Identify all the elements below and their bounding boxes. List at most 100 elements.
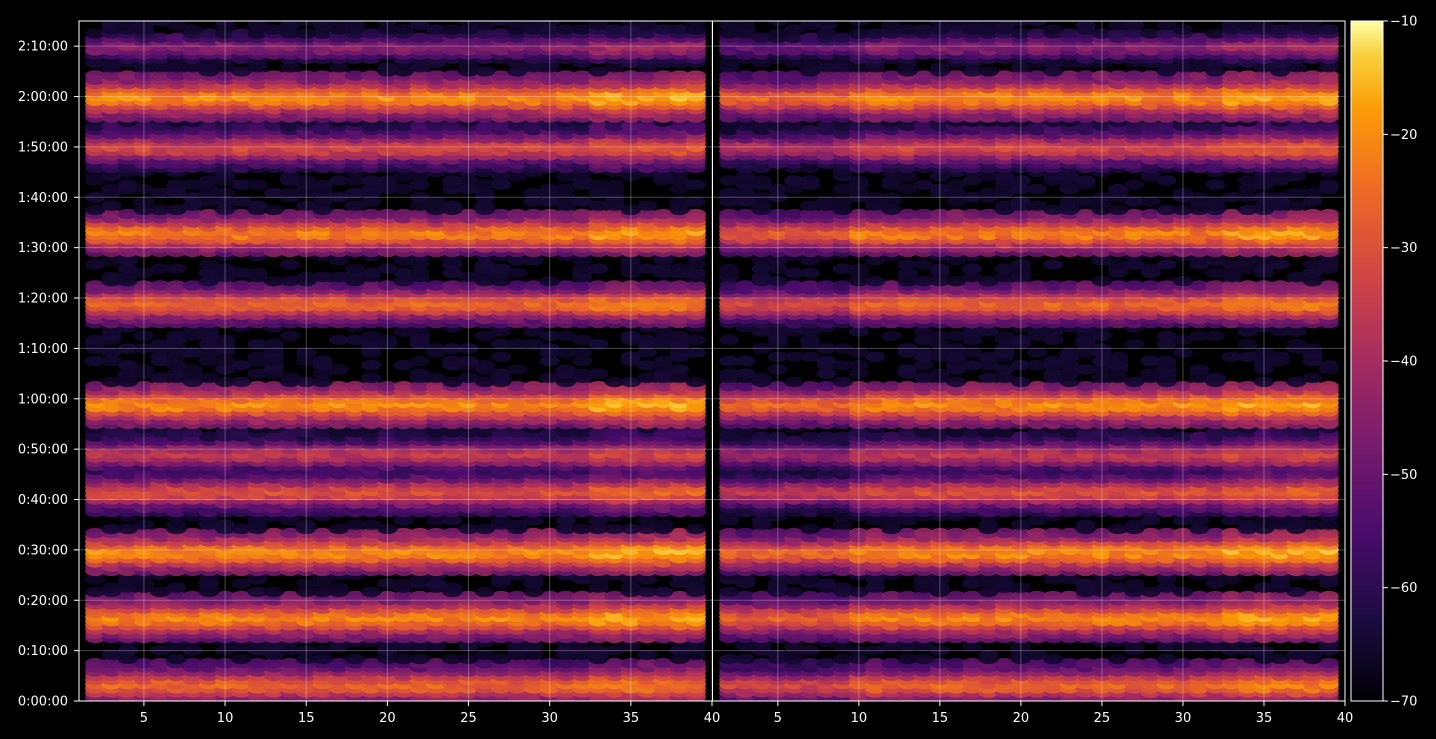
heatmap-cell [442,24,463,35]
heatmap-cell [182,376,203,388]
heatmap-cell [588,208,609,220]
heatmap-cell [328,24,349,35]
heatmap-cell [474,649,495,660]
heatmap-cell [312,70,333,81]
heatmap-cell [442,376,463,388]
heatmap-cell [279,28,301,39]
heatmap-cell [312,196,333,207]
heatmap-cell [166,653,187,665]
heatmap-cell [572,263,593,274]
heatmap-cell [426,120,447,132]
heatmap-cell [409,280,430,291]
heatmap-cell [117,263,138,274]
heatmap-cell [182,590,203,602]
heatmap-cell [377,208,398,220]
heatmap-cell [215,355,236,367]
heatmap-cell [133,183,154,195]
heatmap-cell [101,326,122,337]
heatmap-cell [507,590,528,602]
heatmap-cell [393,208,414,220]
heatmap-cell [507,364,528,375]
heatmap-cell [312,280,333,291]
heatmap-cell [198,339,219,350]
heatmap-cell [539,355,560,367]
heatmap-cell [490,263,512,274]
heatmap-cell [296,70,317,81]
heatmap-cell [150,21,171,27]
heatmap-cell [588,574,609,585]
heatmap-cell [653,658,674,669]
heatmap-cell [182,427,203,438]
heatmap-cell [572,523,593,535]
heatmap-cell [523,586,544,598]
heatmap-cell [669,578,690,589]
heatmap-cell [426,343,447,354]
heatmap-cell [344,427,365,438]
heatmap-cell [150,427,171,438]
heatmap-cell [133,21,154,31]
heatmap-cell [637,21,658,31]
heatmap-cell [361,280,382,291]
heatmap-cell [669,590,690,602]
heatmap-cell [669,280,690,291]
heatmap-cell [458,21,479,27]
heatmap-cell [328,192,349,203]
heatmap-cell [572,590,593,602]
heatmap-cell [637,515,658,526]
heatmap-cell [409,61,430,73]
heatmap-cell [685,179,706,190]
heatmap-cell [263,658,284,669]
heatmap-cell [685,21,706,27]
heatmap-cell [507,339,528,350]
heatmap-cell [620,574,641,585]
heatmap-cell [685,70,706,81]
heatmap-cell [572,368,593,379]
heatmap-cell [328,364,349,375]
heatmap-cell [507,427,528,438]
heatmap-cell [669,120,690,132]
heatmap-cell [653,326,674,337]
heatmap-cell [198,381,219,392]
heatmap-cell [328,208,349,220]
heatmap-cell [231,523,252,535]
heatmap-cell [604,590,625,602]
heatmap-cell [166,32,187,43]
heatmap-cell [507,267,528,279]
heatmap-cell [539,120,560,132]
heatmap-cell [133,120,154,132]
heatmap-cell [474,259,495,270]
heatmap-cell [523,70,544,81]
heatmap-cell [215,364,236,375]
heatmap-cell [507,66,528,77]
heatmap-cell [426,372,447,383]
heatmap-cell [101,200,122,211]
heatmap-cell [296,21,317,27]
heatmap-cell [669,427,690,438]
heatmap-cell [377,578,398,589]
heatmap-panel-left [85,21,706,701]
heatmap-cell [620,330,641,341]
heatmap-cell [377,120,398,132]
heatmap-cell [523,208,544,220]
heatmap-cell [539,381,560,392]
heatmap-cell [442,582,463,593]
heatmap-cell [198,183,219,195]
heatmap-cell [361,381,382,392]
heatmap-cell [669,196,690,207]
heatmap-cell [409,179,430,190]
heatmap-cell [182,70,203,81]
heatmap-cell [604,70,625,81]
heatmap-cell [474,66,495,77]
heatmap-cell [458,175,479,186]
heatmap-cell [426,70,447,81]
heatmap-cell [101,649,122,660]
heatmap-cell [133,343,154,354]
heatmap-cell [653,519,674,530]
heatmap-cell [263,339,284,350]
heatmap-cell [685,649,706,660]
heatmap-cell [117,179,138,190]
heatmap-cell [588,66,609,77]
heatmap-cell [620,658,641,669]
heatmap-cell [101,355,122,367]
